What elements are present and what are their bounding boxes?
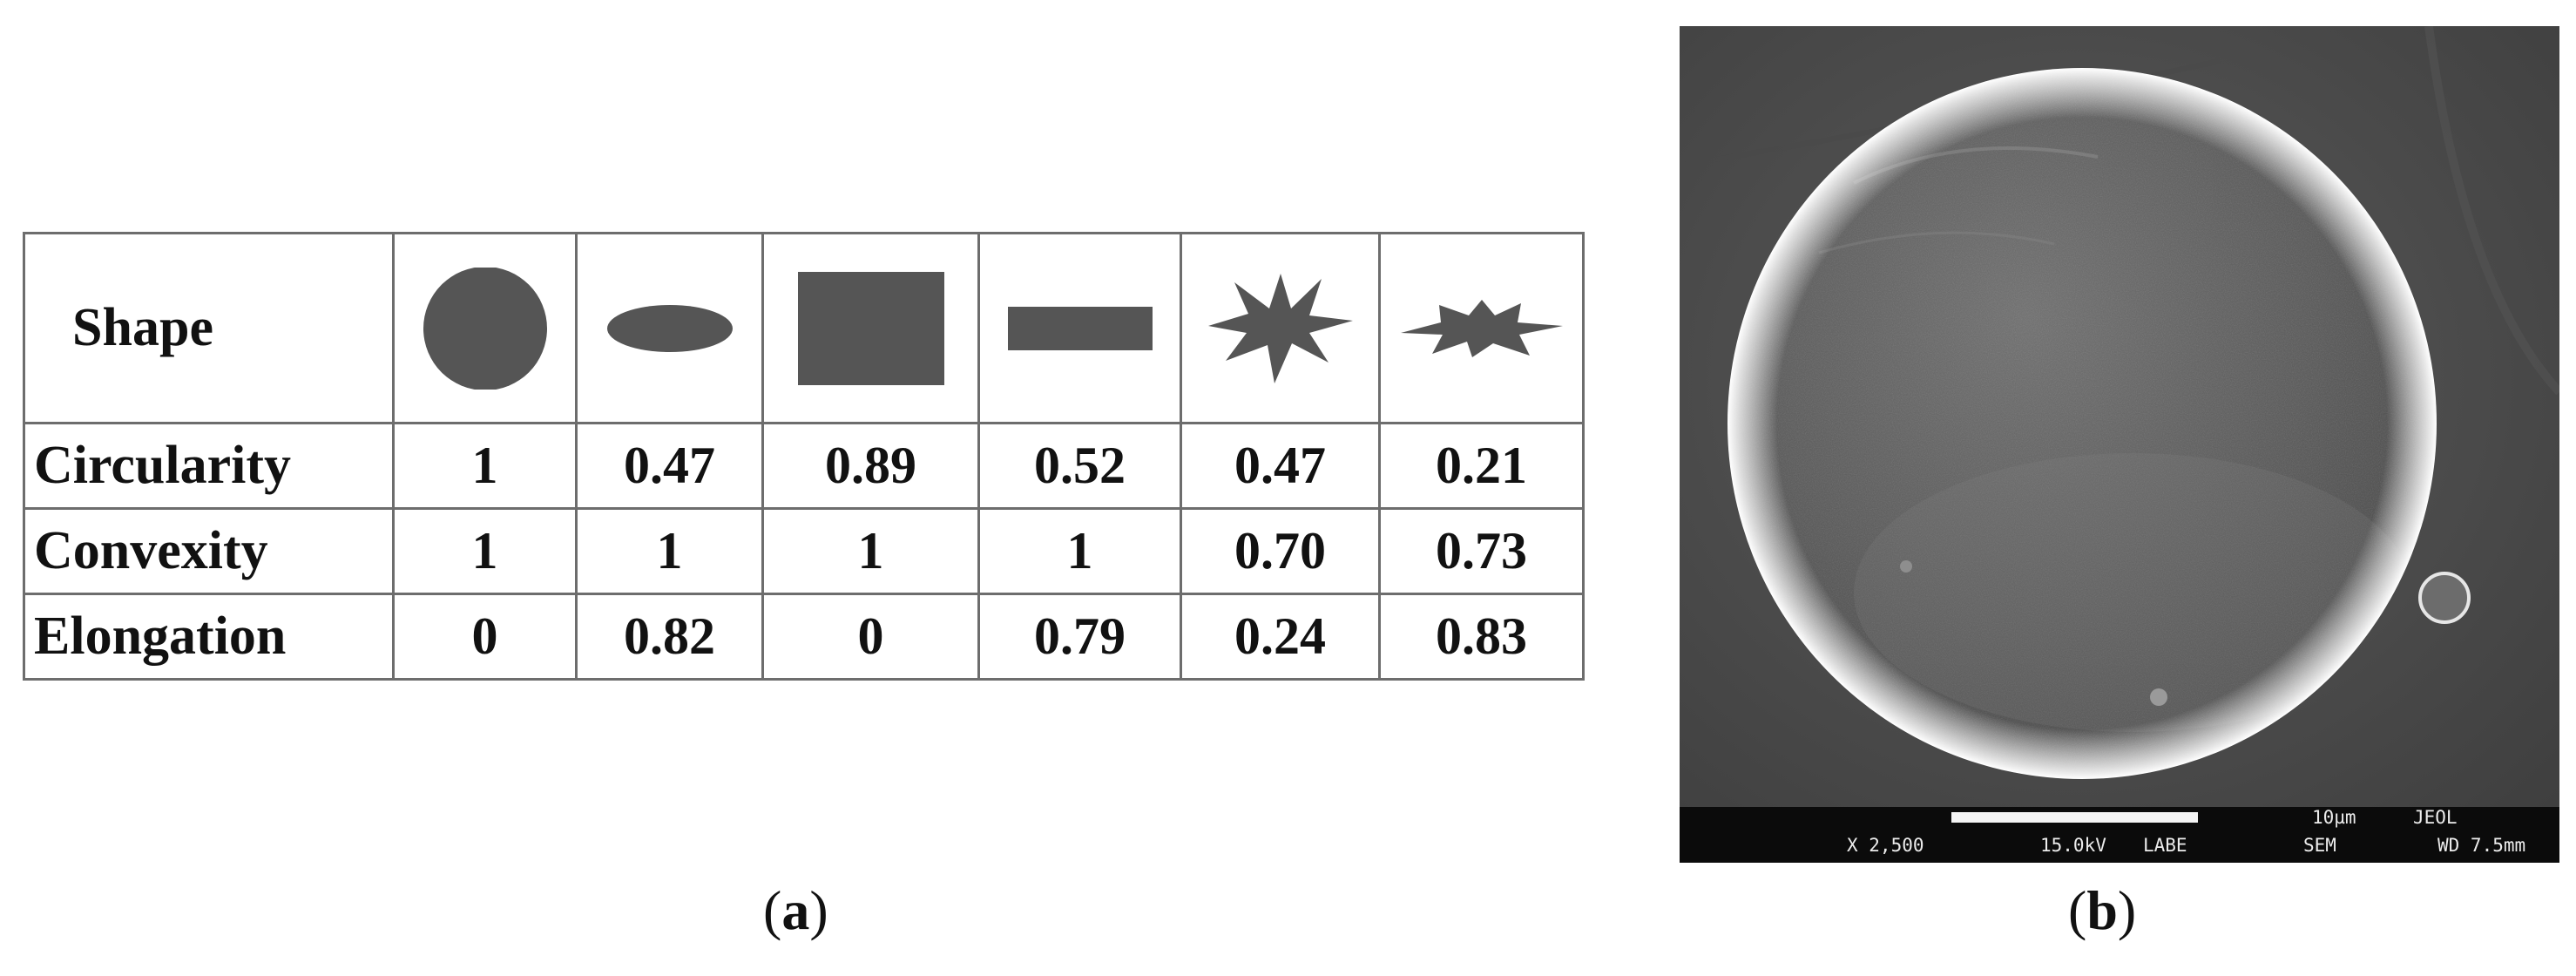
convexity-value: 1 bbox=[761, 507, 980, 595]
shape-metrics-table-panel: Shape bbox=[23, 232, 1585, 681]
convexity-value: 1 bbox=[392, 507, 578, 595]
voltage-label: 15.0kV bbox=[2040, 835, 2106, 856]
convexity-row: Convexity 1 1 1 1 0.70 0.73 bbox=[23, 507, 1585, 595]
convexity-value: 1 bbox=[575, 507, 764, 595]
square-icon bbox=[797, 271, 944, 385]
shape-metrics-table: Shape bbox=[23, 232, 1585, 681]
shape-cell-circle bbox=[392, 232, 578, 424]
elongation-value: 0 bbox=[761, 593, 980, 681]
vendor-label: JEOL bbox=[2413, 807, 2458, 828]
elongation-value: 0.83 bbox=[1378, 593, 1585, 681]
circularity-value: 0.52 bbox=[977, 422, 1182, 510]
circularity-row: Circularity 1 0.47 0.89 0.52 0.47 0.21 bbox=[23, 422, 1585, 510]
circularity-value: 0.47 bbox=[1180, 422, 1381, 510]
scale-label: 10µm bbox=[2312, 807, 2356, 828]
convexity-value: 1 bbox=[977, 507, 1182, 595]
panel-a-label: (a) bbox=[763, 879, 828, 941]
elongation-value: 0 bbox=[392, 593, 578, 681]
circularity-label: Circularity bbox=[23, 422, 395, 510]
shape-row: Shape bbox=[23, 232, 1585, 424]
circle-icon bbox=[423, 267, 547, 390]
elongation-row: Elongation 0 0.82 0 0.79 0.24 0.83 bbox=[23, 593, 1585, 681]
shape-cell-rectangle bbox=[977, 232, 1182, 424]
convexity-value: 0.73 bbox=[1378, 507, 1585, 595]
shape-cell-star bbox=[1180, 232, 1381, 424]
shape-header: Shape bbox=[23, 232, 395, 424]
circularity-value: 0.21 bbox=[1378, 422, 1585, 510]
sem-info-bar: 10µm JEOL X 2,500 15.0kV LABE SEM WD 7.5… bbox=[1680, 807, 2559, 863]
elongation-value: 0.24 bbox=[1180, 593, 1381, 681]
shape-cell-square bbox=[761, 232, 980, 424]
shape-cell-flat-star bbox=[1378, 232, 1585, 424]
panel-b-label: (b) bbox=[2068, 879, 2137, 941]
circularity-value: 0.47 bbox=[575, 422, 764, 510]
elongation-value: 0.79 bbox=[977, 593, 1182, 681]
sem-micrograph-panel: 10µm JEOL X 2,500 15.0kV LABE SEM WD 7.5… bbox=[1680, 26, 2559, 863]
scale-bar bbox=[1951, 812, 2198, 823]
convexity-label: Convexity bbox=[23, 507, 395, 595]
shape-cell-ellipse bbox=[575, 232, 764, 424]
working-distance-label: WD 7.5mm bbox=[2437, 835, 2526, 856]
elongation-value: 0.82 bbox=[575, 593, 764, 681]
circularity-value: 1 bbox=[392, 422, 578, 510]
flat-star-icon bbox=[1400, 299, 1563, 357]
magnification-label: X 2,500 bbox=[1847, 835, 1924, 856]
convexity-value: 0.70 bbox=[1180, 507, 1381, 595]
star-icon bbox=[1207, 273, 1353, 383]
detector-label: LABE bbox=[2143, 835, 2187, 856]
circularity-value: 0.89 bbox=[761, 422, 980, 510]
ellipse-icon bbox=[606, 304, 733, 352]
mode-label: SEM bbox=[2303, 835, 2336, 856]
rectangle-icon bbox=[1007, 306, 1153, 350]
elongation-label: Elongation bbox=[23, 593, 395, 681]
sem-micrograph-image bbox=[1680, 26, 2559, 807]
